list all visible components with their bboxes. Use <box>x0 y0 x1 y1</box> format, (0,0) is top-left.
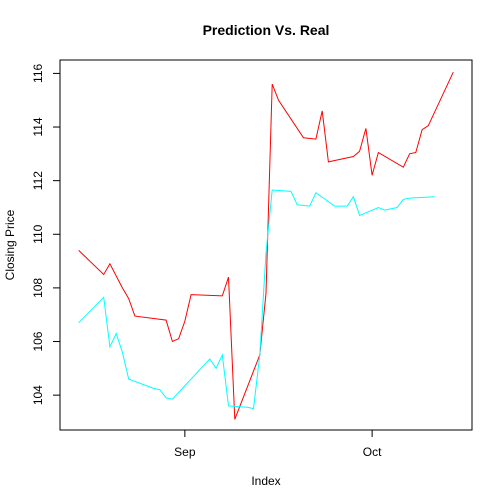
plot-frame <box>59 59 473 431</box>
y-tick-label: 110 <box>31 224 45 243</box>
x-tick-label: Oct <box>363 445 382 459</box>
x-axis: Sep Oct <box>174 430 382 459</box>
x-axis-label: Index <box>251 474 280 488</box>
y-axis-label: Closing Price <box>3 209 17 280</box>
y-tick-label: 108 <box>31 278 45 298</box>
x-tick-label: Sep <box>174 445 196 459</box>
y-tick-label: 104 <box>31 385 45 405</box>
y-tick-label: 112 <box>31 171 45 190</box>
series-line-1 <box>78 71 454 420</box>
chart-title: Prediction Vs. Real <box>203 22 330 38</box>
series-line-2 <box>78 189 435 410</box>
y-tick-label: 106 <box>31 331 45 351</box>
y-tick-label: 114 <box>31 117 45 136</box>
series-layer <box>78 71 454 420</box>
y-axis: 104 106 108 110 112 114 116 <box>31 64 60 405</box>
y-tick-label: 116 <box>31 64 45 83</box>
